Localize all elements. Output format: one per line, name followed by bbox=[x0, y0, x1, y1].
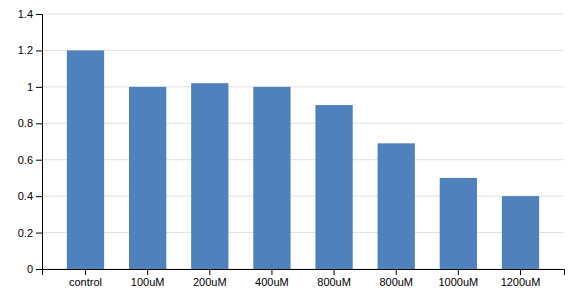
y-tick-mark bbox=[36, 14, 42, 15]
x-axis-line bbox=[43, 270, 565, 276]
y-axis: 0 0.2 0.4 0.6 0.8 1 1.2 1.4 bbox=[18, 8, 43, 275]
x-tick-mark bbox=[520, 269, 521, 275]
bar bbox=[253, 87, 290, 269]
y-tick-label: 1.2 bbox=[18, 44, 33, 56]
y-tick: 0.6 bbox=[18, 154, 42, 166]
y-tick: 0.4 bbox=[18, 190, 42, 202]
x-tick: 200uM bbox=[193, 269, 227, 288]
x-tick-label: 1000uM bbox=[438, 276, 478, 288]
grid-line bbox=[42, 196, 564, 197]
bar bbox=[502, 196, 539, 269]
plot: control 100uM 200uM 400uM 800uM 800uM 1000uM 12… bbox=[18, 8, 565, 288]
x-tick-mark bbox=[334, 269, 335, 275]
y-tick-label: 0 bbox=[27, 263, 33, 275]
x-tick-label: 100uM bbox=[131, 276, 165, 288]
grid-line bbox=[42, 86, 564, 87]
x-tick-mark bbox=[147, 269, 148, 275]
x-axis: control 100uM 200uM 400uM 800uM 800uM 1000uM 12… bbox=[43, 269, 565, 288]
chart-container: control 100uM 200uM 400uM 800uM 800uM 1000uM 12… bbox=[0, 0, 580, 299]
bar bbox=[129, 87, 166, 269]
x-tick-label: 800uM bbox=[379, 276, 413, 288]
x-tick-mark bbox=[85, 269, 86, 275]
y-tick-mark bbox=[36, 50, 42, 51]
bar bbox=[67, 50, 104, 269]
y-tick-label: 1.4 bbox=[18, 8, 33, 20]
y-tick-mark bbox=[36, 196, 42, 197]
x-tick: 800uM bbox=[317, 269, 351, 288]
x-tick: control bbox=[69, 269, 102, 288]
grid bbox=[42, 14, 564, 269]
y-tick-mark bbox=[36, 123, 42, 124]
y-tick-mark bbox=[36, 87, 42, 88]
bars bbox=[67, 50, 539, 269]
y-tick-label: 0.4 bbox=[18, 190, 33, 202]
y-tick: 1.4 bbox=[18, 8, 42, 20]
bar bbox=[191, 83, 228, 269]
bar bbox=[315, 105, 352, 269]
x-tick-label: 1200uM bbox=[501, 276, 541, 288]
y-tick: 1.2 bbox=[18, 44, 42, 56]
bar bbox=[378, 143, 415, 269]
y-tick: 1 bbox=[27, 81, 42, 93]
grid-line bbox=[42, 14, 564, 15]
x-tick-mark bbox=[271, 269, 272, 275]
y-tick-label: 1 bbox=[27, 81, 33, 93]
y-tick: 0 bbox=[27, 263, 42, 275]
chart-svg: control 100uM 200uM 400uM 800uM 800uM 1000uM 12… bbox=[0, 0, 580, 299]
grid-line bbox=[42, 50, 564, 51]
y-tick-mark bbox=[36, 233, 42, 234]
x-tick: 100uM bbox=[131, 269, 165, 288]
x-tick: 1000uM bbox=[438, 269, 478, 288]
y-tick-label: 0.2 bbox=[18, 227, 33, 239]
x-tick-label: 200uM bbox=[193, 276, 227, 288]
x-tick-mark bbox=[209, 269, 210, 275]
y-tick-mark bbox=[36, 269, 42, 270]
grid-line bbox=[42, 159, 564, 160]
x-tick: 800uM bbox=[379, 269, 413, 288]
x-tick-label: 800uM bbox=[317, 276, 351, 288]
y-tick: 0.2 bbox=[18, 227, 42, 239]
x-tick-label: 400uM bbox=[255, 276, 289, 288]
y-tick-label: 0.8 bbox=[18, 117, 33, 129]
y-tick-mark bbox=[36, 160, 42, 161]
y-tick-label: 0.6 bbox=[18, 154, 33, 166]
x-tick: 400uM bbox=[255, 269, 289, 288]
y-axis-line bbox=[36, 15, 43, 270]
x-tick: 1200uM bbox=[501, 269, 541, 288]
bar bbox=[440, 178, 477, 269]
x-tick-label: control bbox=[69, 276, 102, 288]
grid-line bbox=[42, 123, 564, 124]
grid-line bbox=[42, 232, 564, 233]
x-tick-mark bbox=[396, 269, 397, 275]
y-tick: 0.8 bbox=[18, 117, 42, 129]
x-tick-mark bbox=[458, 269, 459, 275]
